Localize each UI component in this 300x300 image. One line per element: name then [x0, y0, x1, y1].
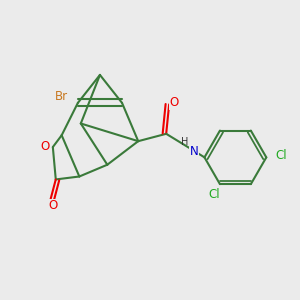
Text: O: O [170, 96, 179, 110]
Text: Cl: Cl [209, 188, 220, 201]
Text: H: H [181, 137, 188, 147]
Text: O: O [48, 200, 58, 212]
Text: Br: Br [55, 90, 68, 103]
Text: Cl: Cl [275, 148, 287, 161]
Text: N: N [190, 145, 199, 158]
Text: O: O [40, 140, 49, 153]
